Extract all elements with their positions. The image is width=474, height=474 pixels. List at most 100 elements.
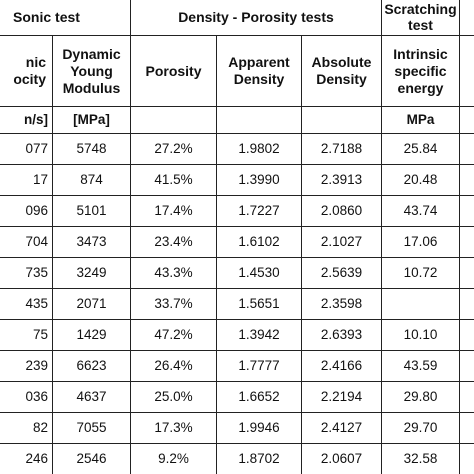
header-absolute-line1: Absolute	[311, 54, 372, 70]
header-apparent-line2: Density	[233, 71, 285, 87]
intrinsic-energy-cell: 43.59	[381, 350, 460, 382]
velocity-cell: 17	[0, 164, 53, 196]
group-scratching-test: Scratching test	[381, 0, 460, 36]
absolute-density-cell: 2.4166	[301, 350, 382, 382]
absolute-density-cell: 2.0860	[301, 195, 382, 227]
apparent-density-cell: 1.3990	[216, 164, 302, 196]
dynamic-young-cell: 6623	[52, 350, 131, 382]
apparent-density-cell: 1.7227	[216, 195, 302, 227]
dynamic-young-cell: 3249	[52, 257, 131, 289]
absolute-density-cell: 2.0607	[301, 443, 382, 474]
velocity-cell: 435	[0, 288, 53, 320]
velocity-cell: 82	[0, 412, 53, 444]
cut-off-cell	[459, 195, 474, 227]
porosity-cell: 17.4%	[130, 195, 217, 227]
intrinsic-energy-cell: 10.10	[381, 319, 460, 351]
table-row: 704 3473 23.4% 1.6102 2.1027 17.06	[0, 226, 474, 258]
group-sonic-test: Sonic test	[0, 0, 131, 36]
dynamic-young-cell: 1429	[52, 319, 131, 351]
dynamic-young-cell: 874	[52, 164, 131, 196]
table-row: 82 7055 17.3% 1.9946 2.4127 29.70	[0, 412, 474, 444]
header-dym-line3: Modulus	[62, 79, 121, 96]
header-dym-line2: Young	[70, 62, 113, 79]
header-cut-off: We	[459, 35, 474, 107]
dynamic-young-cell: 5101	[52, 195, 131, 227]
apparent-density-cell: 1.9946	[216, 412, 302, 444]
apparent-density-cell: 1.6652	[216, 381, 302, 413]
header-velocity: nic ocity	[0, 35, 53, 107]
header-absolute-density: Absolute Density	[301, 35, 382, 107]
dynamic-young-cell: 2071	[52, 288, 131, 320]
absolute-density-cell: 2.3598	[301, 288, 382, 320]
header-intrinsic-specific-energy: Intrinsic specific energy	[381, 35, 460, 107]
porosity-cell: 9.2%	[130, 443, 217, 474]
unit-apparent-density	[216, 106, 302, 134]
column-header-row: nic ocity Dynamic Young Modulus Porosity…	[0, 35, 474, 107]
header-absolute-line2: Density	[316, 71, 367, 87]
porosity-cell: 25.0%	[130, 381, 217, 413]
table-row: 239 6623 26.4% 1.7777 2.4166 43.59	[0, 350, 474, 382]
porosity-cell: 43.3%	[130, 257, 217, 289]
cut-off-cell	[459, 226, 474, 258]
intrinsic-energy-cell	[381, 288, 460, 320]
absolute-density-cell: 2.6393	[301, 319, 382, 351]
apparent-density-cell: 1.4530	[216, 257, 302, 289]
porosity-cell: 47.2%	[130, 319, 217, 351]
table-row: 096 5101 17.4% 1.7227 2.0860 43.74	[0, 195, 474, 227]
group-density-porosity-tests: Density - Porosity tests	[130, 0, 382, 36]
table-row: 17 874 41.5% 1.3990 2.3913 20.48	[0, 164, 474, 196]
velocity-cell: 096	[0, 195, 53, 227]
apparent-density-cell: 1.7777	[216, 350, 302, 382]
cut-off-cell	[459, 412, 474, 444]
table-body: 077 5748 27.2% 1.9802 2.7188 25.84 17 874 41.5% 1…	[0, 133, 474, 474]
intrinsic-energy-cell: 29.80	[381, 381, 460, 413]
apparent-density-cell: 1.9802	[216, 133, 302, 165]
unit-cut-off	[459, 106, 474, 134]
intrinsic-energy-cell: 20.48	[381, 164, 460, 196]
unit-porosity	[130, 106, 217, 134]
unit-velocity: n/s]	[0, 106, 53, 134]
dynamic-young-cell: 7055	[52, 412, 131, 444]
velocity-cell: 239	[0, 350, 53, 382]
absolute-density-cell: 2.4127	[301, 412, 382, 444]
intrinsic-energy-cell: 43.74	[381, 195, 460, 227]
intrinsic-energy-cell: 29.70	[381, 412, 460, 444]
intrinsic-energy-cell: 32.58	[381, 443, 460, 474]
table-row: 735 3249 43.3% 1.4530 2.5639 10.72	[0, 257, 474, 289]
header-ise-line3: energy	[397, 79, 444, 96]
header-apparent-density: Apparent Density	[216, 35, 302, 107]
header-velocity-line2: ocity	[13, 71, 46, 87]
apparent-density-cell: 1.5651	[216, 288, 302, 320]
header-cut-off-line1: We	[461, 63, 474, 80]
cut-off-cell	[459, 164, 474, 196]
header-velocity-line1: nic	[25, 54, 46, 70]
table-row: 75 1429 47.2% 1.3942 2.6393 10.10	[0, 319, 474, 351]
intrinsic-energy-cell: 17.06	[381, 226, 460, 258]
velocity-cell: 704	[0, 226, 53, 258]
velocity-cell: 75	[0, 319, 53, 351]
cut-off-cell	[459, 257, 474, 289]
units-row: n/s] [MPa] MPa	[0, 106, 474, 134]
absolute-density-cell: 2.1027	[301, 226, 382, 258]
cut-off-cell	[459, 319, 474, 351]
velocity-cell: 036	[0, 381, 53, 413]
unit-dynamic-young: [MPa]	[52, 106, 131, 134]
cut-off-cell	[459, 288, 474, 320]
cut-off-cell	[459, 381, 474, 413]
cut-off-cell	[459, 133, 474, 165]
dynamic-young-cell: 4637	[52, 381, 131, 413]
table-row: 036 4637 25.0% 1.6652 2.2194 29.80	[0, 381, 474, 413]
absolute-density-cell: 2.5639	[301, 257, 382, 289]
porosity-cell: 17.3%	[130, 412, 217, 444]
apparent-density-cell: 1.3942	[216, 319, 302, 351]
dynamic-young-cell: 2546	[52, 443, 131, 474]
absolute-density-cell: 2.7188	[301, 133, 382, 165]
absolute-density-cell: 2.2194	[301, 381, 382, 413]
header-dym-line1: Dynamic	[62, 45, 121, 62]
unit-absolute-density	[301, 106, 382, 134]
table-row: 077 5748 27.2% 1.9802 2.7188 25.84	[0, 133, 474, 165]
velocity-cell: 735	[0, 257, 53, 289]
table-row: 435 2071 33.7% 1.5651 2.3598	[0, 288, 474, 320]
